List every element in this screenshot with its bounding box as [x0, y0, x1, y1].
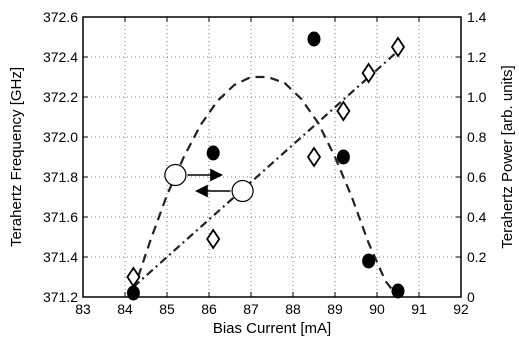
y2-tick-label: 0.8 — [467, 129, 487, 145]
y2-tick-label: 0.4 — [467, 209, 487, 225]
x-axis-title: Bias Current [mA] — [213, 320, 331, 337]
x-tick-label: 83 — [75, 301, 91, 317]
power-point — [362, 253, 376, 269]
annotation-layer — [164, 163, 254, 203]
y2-tick-label: 0.2 — [467, 249, 487, 265]
power-point — [307, 31, 321, 47]
plot-area — [83, 17, 461, 297]
y-tick-label: 372.6 — [43, 9, 78, 25]
y-tick-label: 371.2 — [43, 289, 78, 305]
series-layer — [126, 31, 406, 301]
tick-labels: 83 84 85 86 87 88 89 90 91 92 371.2 371.4 371.6 371.8… — [43, 9, 487, 317]
y2-axis-title: Terahertz Power [arb. units] — [499, 65, 516, 248]
frequency-point — [361, 62, 376, 84]
y-tick-label: 371.6 — [43, 209, 78, 225]
plot-frame — [82, 16, 462, 298]
y-tick-label: 372.4 — [43, 49, 78, 65]
x-tick-label: 85 — [159, 301, 175, 317]
x-tick-label: 91 — [411, 301, 427, 317]
axis-indicator-circle — [164, 163, 187, 187]
y2-tick-label: 1.4 — [467, 9, 487, 25]
x-tick-label: 87 — [243, 301, 259, 317]
x-tick-label: 84 — [117, 301, 133, 317]
axis-indicator-circle — [231, 179, 254, 203]
power-point — [206, 145, 220, 161]
frequency-point — [390, 36, 406, 58]
x-tick-label: 88 — [285, 301, 301, 317]
y-axis-title: Terahertz Frequency [GHz] — [8, 67, 25, 247]
x-tick-label: 89 — [327, 301, 343, 317]
frequency-point — [336, 100, 351, 122]
y2-tick-label: 1.0 — [467, 89, 487, 105]
y-tick-label: 371.8 — [43, 169, 78, 185]
x-tick-label: 90 — [369, 301, 385, 317]
ticks — [82, 16, 462, 298]
power-point — [336, 149, 350, 165]
y-tick-label: 372.0 — [43, 129, 78, 145]
frequency-fit-line — [132, 50, 399, 288]
frequency-point — [206, 228, 221, 250]
y-tick-label: 371.4 — [43, 249, 78, 265]
x-tick-label: 86 — [201, 301, 217, 317]
x-tick-label: 92 — [453, 301, 469, 317]
y2-tick-label: 0 — [467, 289, 475, 305]
y-tick-label: 372.2 — [43, 89, 78, 105]
frequency-point — [306, 146, 322, 168]
frequency-point — [126, 266, 141, 288]
power-point — [391, 283, 405, 299]
y2-tick-label: 0.6 — [467, 169, 487, 185]
power-point — [126, 285, 140, 301]
y2-tick-label: 1.2 — [467, 49, 487, 65]
power-fit-line — [132, 75, 399, 298]
